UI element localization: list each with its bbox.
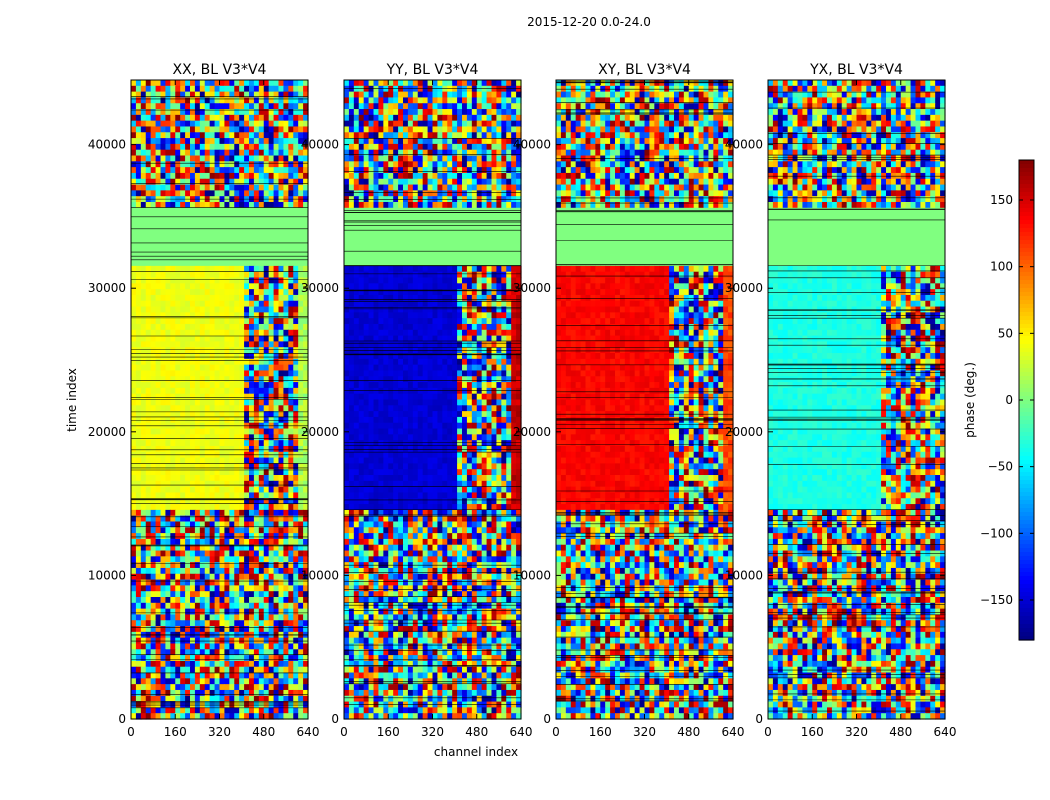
panel-image <box>131 80 309 720</box>
panels: XX, BL V3*V4 0 160 320 480 640 0 10000 20000 3000… <box>88 62 957 739</box>
x-tick-label: 0 <box>340 725 348 739</box>
panel-image <box>556 80 734 720</box>
colorbar-tick-label: 150 <box>990 193 1013 207</box>
colorbar-label: phase (deg.) <box>963 362 977 438</box>
x-tick-label: 0 <box>552 725 560 739</box>
x-tick-label: 480 <box>889 725 912 739</box>
x-tick-label: 160 <box>589 725 612 739</box>
panel-2: YY, BL V3*V4 0 160 320 480 640 0 10000 20000 3000… <box>301 62 533 739</box>
y-tick-label: 30000 <box>513 281 551 295</box>
figure-suptitle: 2015-12-20 0.0-24.0 <box>527 15 651 29</box>
colorbar-tick-label: −50 <box>988 460 1013 474</box>
panel-title: XY, BL V3*V4 <box>598 62 691 78</box>
colorbar-tick-label: 100 <box>990 260 1013 274</box>
x-tick-label: 320 <box>421 725 444 739</box>
colorbar-tick-label: 50 <box>998 326 1013 340</box>
y-tick-label: 10000 <box>88 568 126 582</box>
y-tick-label: 0 <box>755 712 763 726</box>
x-tick-label: 320 <box>208 725 231 739</box>
flag-lines <box>344 88 521 705</box>
x-tick-label: 640 <box>934 725 957 739</box>
x-tick-label: 0 <box>764 725 772 739</box>
colorbar: −150 −100 −50 0 50 100 150 <box>980 159 1035 641</box>
y-tick-label: 40000 <box>88 138 126 152</box>
colorbar-tick-label: −100 <box>980 526 1013 540</box>
panel-image <box>768 80 946 720</box>
y-tick-label: 40000 <box>725 138 763 152</box>
flag-lines <box>556 81 733 702</box>
y-tick-label: 10000 <box>725 568 763 582</box>
y-tick-label: 0 <box>543 712 551 726</box>
x-tick-label: 640 <box>297 725 320 739</box>
y-tick-label: 20000 <box>301 425 339 439</box>
x-tick-label: 0 <box>127 725 135 739</box>
panel-3: XY, BL V3*V4 0 160 320 480 640 0 10000 20000 3000… <box>513 62 745 739</box>
y-tick-label: 40000 <box>301 138 339 152</box>
x-tick-label: 640 <box>510 725 533 739</box>
y-axis-label: time index <box>65 368 79 432</box>
flag-lines <box>131 95 308 709</box>
y-tick-label: 20000 <box>513 425 551 439</box>
y-tick-label: 0 <box>331 712 339 726</box>
panel-title: XX, BL V3*V4 <box>173 62 267 78</box>
y-tick-label: 10000 <box>301 568 339 582</box>
x-axis-label: channel index <box>434 745 518 759</box>
x-tick-label: 480 <box>252 725 275 739</box>
x-tick-label: 160 <box>377 725 400 739</box>
y-tick-label: 30000 <box>725 281 763 295</box>
panel-1: XX, BL V3*V4 0 160 320 480 640 0 10000 20000 3000… <box>88 62 320 739</box>
y-tick-label: 30000 <box>301 281 339 295</box>
x-tick-label: 160 <box>164 725 187 739</box>
y-tick-label: 20000 <box>88 425 126 439</box>
x-tick-label: 640 <box>722 725 745 739</box>
y-tick-label: 40000 <box>513 138 551 152</box>
y-tick-label: 30000 <box>88 281 126 295</box>
x-tick-label: 320 <box>845 725 868 739</box>
y-tick-label: 10000 <box>513 568 551 582</box>
colorbar-tick-label: −150 <box>980 593 1013 607</box>
colorbar-tick-label: 0 <box>1005 393 1013 407</box>
panel-title: YX, BL V3*V4 <box>809 62 903 78</box>
x-tick-label: 160 <box>801 725 824 739</box>
panel-title: YY, BL V3*V4 <box>386 62 479 78</box>
y-tick-label: 20000 <box>725 425 763 439</box>
panel-4: YX, BL V3*V4 0 160 320 480 640 0 10000 20000 3000… <box>725 62 957 739</box>
x-tick-label: 320 <box>633 725 656 739</box>
x-tick-label: 480 <box>465 725 488 739</box>
y-tick-label: 0 <box>118 712 126 726</box>
x-tick-label: 480 <box>677 725 700 739</box>
panel-image <box>344 80 522 720</box>
flag-lines <box>768 91 945 712</box>
